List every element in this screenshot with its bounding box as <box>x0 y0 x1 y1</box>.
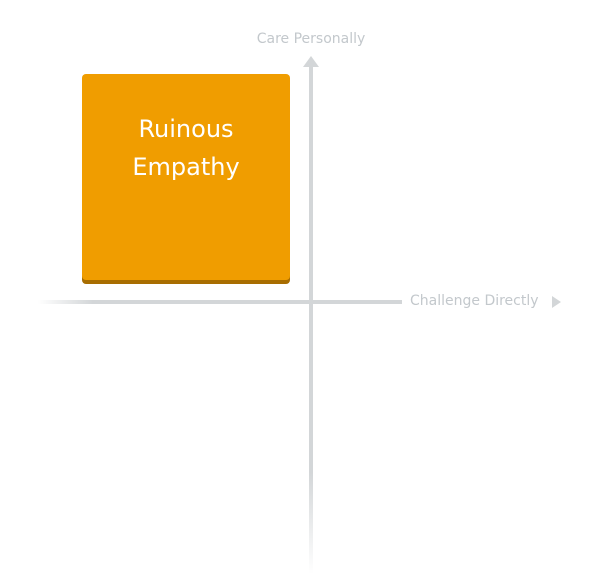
arrow-up-icon <box>303 56 319 67</box>
horizontal-axis-label: Challenge Directly <box>410 293 539 309</box>
vertical-axis <box>309 66 313 574</box>
quadrant-label-line1: Ruinous <box>138 115 234 143</box>
vertical-axis-label: Care Personally <box>256 31 366 47</box>
quadrant-label-line2: Empathy <box>132 153 240 181</box>
ruinous-empathy-quadrant[interactable]: Ruinous Empathy <box>82 74 290 280</box>
horizontal-axis <box>38 300 402 304</box>
arrow-right-icon <box>552 296 561 308</box>
quadrant-label: Ruinous Empathy <box>82 110 290 186</box>
